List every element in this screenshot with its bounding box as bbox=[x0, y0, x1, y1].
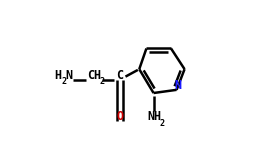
Text: 2: 2 bbox=[61, 77, 66, 86]
Text: 2: 2 bbox=[159, 119, 164, 128]
Text: H: H bbox=[54, 69, 61, 82]
Text: C: C bbox=[117, 69, 124, 82]
Text: O: O bbox=[117, 110, 124, 123]
Text: H: H bbox=[153, 110, 160, 123]
Text: 2: 2 bbox=[100, 77, 105, 86]
Text: N: N bbox=[65, 69, 72, 82]
Text: H: H bbox=[93, 69, 100, 82]
Text: N: N bbox=[147, 110, 154, 123]
Text: N: N bbox=[175, 79, 182, 92]
Text: C: C bbox=[87, 69, 95, 82]
